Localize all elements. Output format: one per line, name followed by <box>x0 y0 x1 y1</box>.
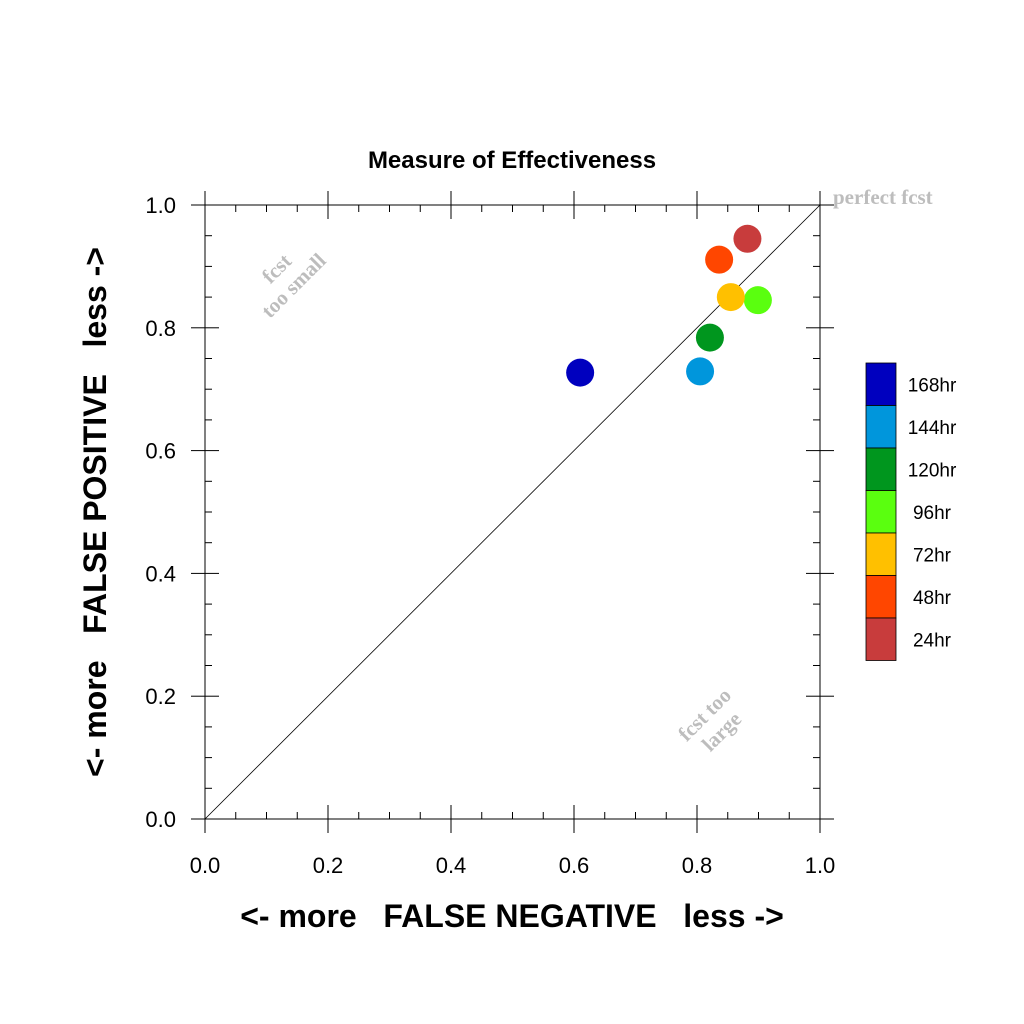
legend-label-72hr: 72hr <box>913 545 952 566</box>
legend-swatch-72hr <box>865 532 897 576</box>
legend-swatch-96hr <box>865 490 897 534</box>
data-points <box>566 224 772 387</box>
x-tick-label: 0.0 <box>190 853 221 878</box>
legend-swatch-48hr <box>865 575 897 619</box>
data-point-24hr <box>733 224 762 253</box>
x-axis-ticks: 0.0 0.2 0.4 0.6 0.8 1.0 <box>190 191 836 878</box>
y-tick-label: 0.2 <box>145 684 176 709</box>
chart-title: Measure of Effectiveness <box>368 147 656 174</box>
legend-label-48hr: 48hr <box>913 588 952 609</box>
legend: 168hr 144hr 120hr 96hr 72hr 48hr 24hr <box>865 362 957 661</box>
x-tick-label: 0.8 <box>682 853 713 878</box>
y-tick-label: 0.8 <box>145 316 176 341</box>
legend-label-168hr: 168hr <box>908 375 957 396</box>
data-point-144hr <box>686 357 715 386</box>
x-axis-label: <- more FALSE NEGATIVE less -> <box>240 898 784 934</box>
legend-label-120hr: 120hr <box>908 460 957 481</box>
data-point-120hr <box>695 323 724 352</box>
x-tick-label: 1.0 <box>805 853 836 878</box>
perfect-forecast-diagonal <box>204 204 821 820</box>
data-point-48hr <box>705 245 734 274</box>
y-tick-label: 0.0 <box>145 807 176 832</box>
legend-swatch-24hr <box>865 617 897 661</box>
annotation-perfect-fcst: perfect fcst <box>833 185 933 209</box>
legend-swatch-120hr <box>865 447 897 491</box>
annotation-too-small: fcst too small <box>256 248 330 322</box>
y-tick-label: 0.6 <box>145 439 176 464</box>
y-tick-label: 1.0 <box>145 193 176 218</box>
x-tick-label: 0.6 <box>559 853 590 878</box>
data-point-168hr <box>566 358 595 387</box>
legend-swatch-144hr <box>865 405 897 449</box>
data-point-72hr <box>716 283 745 312</box>
y-tick-label: 0.4 <box>145 561 176 586</box>
x-tick-label: 0.4 <box>436 853 467 878</box>
y-axis-label: <- more FALSE POSITIVE less -> <box>77 247 113 777</box>
legend-label-96hr: 96hr <box>913 503 952 524</box>
legend-swatch-168hr <box>865 362 897 406</box>
x-tick-label: 0.2 <box>313 853 344 878</box>
plot-area: 0.0 0.2 0.4 0.6 0.8 1.0 0.0 0.2 0.4 0.6 0.8 1.0 <box>145 191 835 878</box>
annotation-too-large: fcst too large <box>673 683 746 756</box>
y-axis-ticks: 0.0 0.2 0.4 0.6 0.8 1.0 <box>145 193 834 832</box>
legend-label-24hr: 24hr <box>913 630 952 651</box>
legend-label-144hr: 144hr <box>908 418 957 439</box>
data-point-96hr <box>743 286 772 315</box>
